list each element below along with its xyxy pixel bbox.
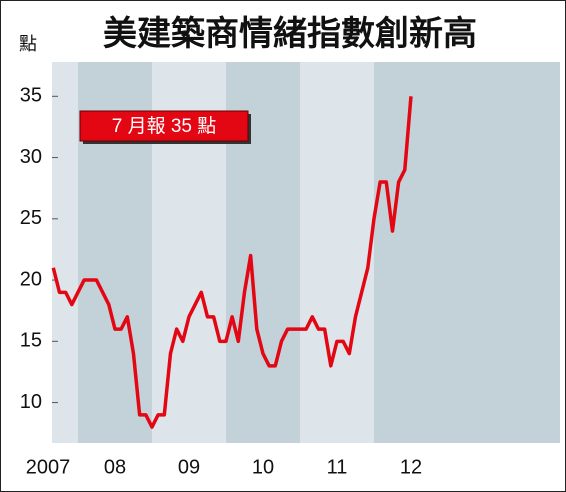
x-tick-label: 09 <box>178 456 200 478</box>
chart-title: 美建築商情緒指數創新高 <box>103 15 477 53</box>
x-tick-label: 10 <box>252 456 274 478</box>
data-line <box>51 96 413 429</box>
x-tick-label: 11 <box>327 456 348 478</box>
x-tick-label: 08 <box>104 456 126 478</box>
year-band <box>299 62 374 443</box>
year-band <box>52 62 78 443</box>
y-tick-label: 20 <box>20 268 42 290</box>
annotation: 7 月報 35 點 <box>112 115 217 137</box>
y-tick-label: 25 <box>20 207 42 229</box>
y-axis-label: 點 <box>19 34 37 54</box>
year-band <box>373 62 560 443</box>
x-tick-label: 2007 <box>26 456 71 478</box>
y-tick-label: 30 <box>20 146 42 168</box>
x-tick-label: 12 <box>400 456 422 478</box>
y-tick-label: 10 <box>20 391 42 413</box>
y-tick-label: 15 <box>20 330 42 352</box>
y-tick-label: 35 <box>20 85 42 107</box>
annotation-box <box>79 110 249 142</box>
